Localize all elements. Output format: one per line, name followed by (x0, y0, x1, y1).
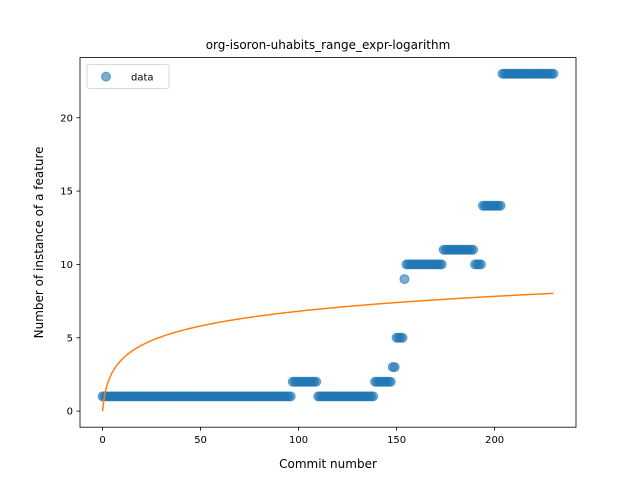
data-point (549, 69, 558, 78)
y-tick-label: 10 (60, 260, 73, 271)
x-tick-label: 200 (485, 435, 504, 446)
legend-label-data: data (131, 73, 154, 84)
legend: data (87, 65, 169, 89)
data-point (400, 275, 409, 284)
y-axis-label: Number of instance of a feature (32, 146, 46, 338)
y-tick-label: 5 (67, 333, 73, 344)
data-point (476, 260, 485, 269)
data-point (286, 392, 295, 401)
plot-area (80, 58, 576, 428)
x-tick-label: 100 (289, 435, 308, 446)
legend-box (87, 65, 169, 89)
data-point (437, 260, 446, 269)
y-tick-label: 0 (67, 407, 73, 418)
x-tick-label: 150 (387, 435, 406, 446)
data-point (386, 377, 395, 386)
data-point (398, 333, 407, 342)
legend-marker-data (102, 72, 111, 81)
x-tick-label: 50 (194, 435, 207, 446)
y-tick-label: 15 (60, 187, 73, 198)
data-point (312, 377, 321, 386)
data-point (369, 392, 378, 401)
data-point (390, 363, 399, 372)
y-tick-label: 20 (60, 113, 73, 124)
data-point (469, 245, 478, 254)
chart-title: org-isoron-uhabits_range_expr-logarithm (206, 38, 451, 52)
data-point (496, 201, 505, 210)
x-tick-label: 0 (99, 435, 105, 446)
x-axis-label: Commit number (279, 457, 377, 471)
